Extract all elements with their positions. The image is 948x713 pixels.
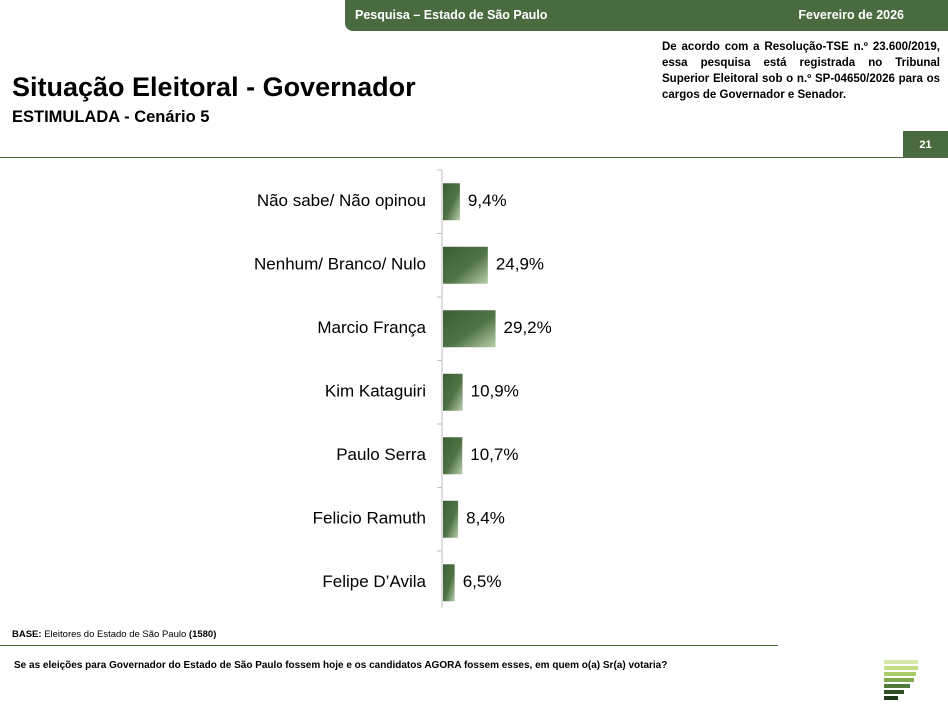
- footer-divider: [0, 645, 778, 646]
- category-label: Felicio Ramuth: [313, 509, 426, 528]
- category-label: Não sabe/ Não opinou: [257, 191, 426, 210]
- bar-chart: Não sabe/ Não opinou 9,4% Nenhum/ Branco/ …: [254, 169, 552, 608]
- category-label: Paulo Serra: [336, 445, 426, 464]
- base-count: (1580): [188, 629, 217, 640]
- category-label: Kim Kataguiri: [325, 382, 426, 401]
- survey-question: Se as eleições para Governador do Estado…: [14, 660, 668, 671]
- data-label: 29,2%: [504, 318, 552, 337]
- survey-title: Pesquisa – Estado de São Paulo: [355, 8, 548, 22]
- data-label: 9,4%: [468, 191, 507, 210]
- bar: [443, 437, 463, 475]
- header-divider: [0, 157, 903, 158]
- bar: [443, 183, 460, 221]
- data-label: 10,9%: [471, 382, 519, 401]
- bar: [443, 500, 459, 538]
- page-number: 21: [903, 131, 948, 158]
- data-label: 24,9%: [496, 255, 544, 274]
- bar: [443, 310, 496, 348]
- base-note: BASE: Eleitores do Estado de São Paulo (…: [12, 629, 216, 640]
- survey-date: Fevereiro de 2026: [798, 8, 904, 22]
- bar: [443, 246, 488, 284]
- category-label: Nenhum/ Branco/ Nulo: [254, 255, 426, 274]
- header-bar: Pesquisa – Estado de São Paulo Fevereiro…: [345, 0, 948, 31]
- page-subtitle: ESTIMULADA - Cenário 5: [12, 108, 210, 126]
- legal-note: De acordo com a Resolução-TSE n.º 23.600…: [662, 41, 940, 101]
- data-label: 6,5%: [463, 572, 502, 591]
- page-title: Situação Eleitoral - Governador: [12, 72, 416, 102]
- base-text: Eleitores do Estado de São Paulo: [44, 629, 187, 640]
- bar: [443, 564, 455, 602]
- base-label: BASE:: [12, 629, 42, 640]
- bar: [443, 373, 463, 411]
- company-logo: [884, 660, 918, 700]
- category-label: Marcio França: [317, 318, 426, 337]
- data-label: 10,7%: [470, 445, 518, 464]
- data-label: 8,4%: [466, 509, 505, 528]
- category-label: Felipe D’Avila: [322, 572, 426, 591]
